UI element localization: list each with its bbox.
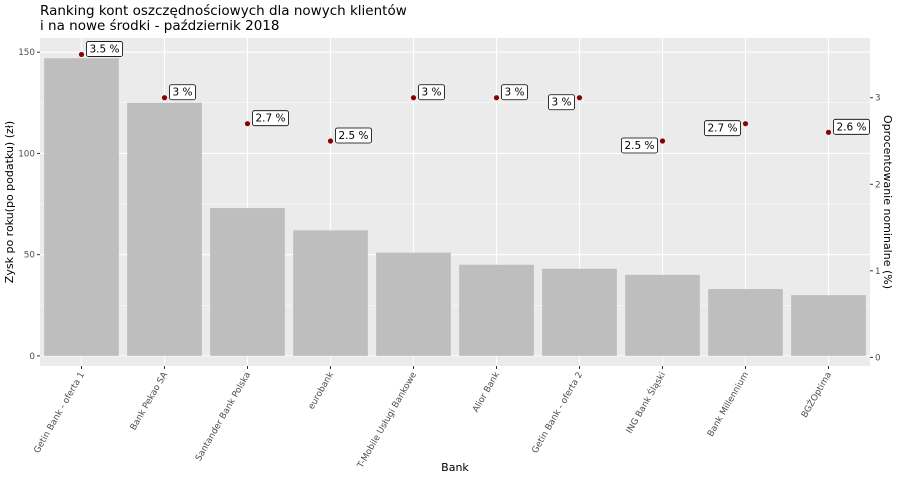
point-label: 3 % (501, 84, 528, 101)
point-label-box (335, 127, 372, 144)
point-label-text: 2.5 % (339, 130, 369, 142)
point-label: 3 % (418, 84, 445, 101)
y2-tick-label: 0 (875, 353, 881, 363)
bar (791, 295, 866, 356)
point-labels: 3.5 % 3 % 2.7 % 2.5 % 3 % 3 % 3 % 2.5 % 2.7 % 2.6… (86, 41, 870, 154)
point-label-text: 2.7 % (707, 123, 737, 135)
point-label-box (169, 84, 196, 101)
point (244, 121, 251, 127)
point (742, 121, 749, 127)
point-label: 2.5 % (621, 137, 658, 154)
point-label-box (501, 84, 528, 101)
y-tick-label: 150 (18, 48, 35, 58)
bars (44, 58, 866, 356)
point-label-text: 3.5 % (90, 43, 120, 55)
point-label: 3.5 % (86, 41, 123, 57)
bar (44, 58, 119, 356)
bar (459, 264, 534, 356)
point-label: 2.5 % (335, 127, 372, 144)
point-label: 2.6 % (833, 118, 870, 135)
point (161, 95, 168, 101)
y-axis: 0 50 100 150 (18, 48, 40, 362)
x-tick-label: BGŻOptima (799, 370, 834, 420)
point (493, 95, 500, 101)
point-label-box (704, 120, 741, 137)
y-axis-title: Zysk po roku(po podatku) (zł) (3, 121, 16, 283)
bar (127, 102, 202, 356)
point (576, 95, 583, 101)
chart-title: Ranking kont oszczędnościowych dla nowyc… (40, 3, 407, 34)
point-label-box (833, 118, 870, 135)
x-tick-label: Alior Bank (471, 370, 503, 415)
x-tick-label: Bank Millennium (706, 371, 751, 439)
bar (376, 252, 451, 356)
point (825, 129, 832, 135)
bar (625, 274, 700, 356)
x-axis: Getin Bank - oferta 1 Bank Pekao SA Santan… (32, 366, 834, 471)
x-tick-label: Getin Bank - oferta 1 (32, 371, 87, 456)
y-tick-label: 50 (24, 251, 36, 261)
y2-axis: 0 1 2 3 (870, 94, 881, 363)
x-tick-label: T-Mobile Usługi Bankowe (355, 371, 419, 471)
chart-title-line-1: Ranking kont oszczędnościowych dla nowyc… (40, 3, 407, 19)
point-label-text: 2.5 % (624, 140, 654, 152)
point-label-box (621, 137, 658, 154)
y-tick-label: 100 (18, 149, 35, 159)
y-tick-label: 0 (29, 352, 35, 362)
x-tick-label: Santander Bank Polska (194, 371, 253, 463)
x-tick-label: eurobank (307, 370, 337, 412)
point-label: 2.7 % (704, 120, 741, 137)
point-label-text: 2.7 % (256, 113, 286, 125)
point-label-box (86, 41, 123, 57)
point-label-text: 3 % (422, 87, 442, 99)
point-label: 3 % (169, 84, 196, 101)
bar (210, 208, 285, 356)
point (410, 95, 417, 101)
point-label-box (252, 110, 289, 127)
x-tick-label: Bank Pekao SA (129, 371, 170, 433)
points (78, 51, 832, 144)
point (659, 138, 666, 144)
chart-title-line-2: i na nowe środki - październik 2018 (40, 18, 279, 34)
x-axis-title: Bank (441, 461, 469, 474)
x-tick-label: Getin Bank - oferta 2 (530, 371, 585, 456)
point-label-text: 3 % (505, 87, 525, 99)
point (78, 51, 85, 58)
point-label: 3 % (548, 94, 575, 111)
point-label: 2.7 % (252, 110, 289, 127)
y2-tick-label: 3 (875, 94, 881, 104)
point-label-box (548, 94, 575, 111)
y2-tick-label: 2 (875, 180, 881, 190)
point (327, 138, 334, 144)
bar (293, 230, 368, 356)
bar (542, 268, 617, 356)
point-label-text: 3 % (552, 97, 572, 109)
x-tick-label: ING Bank Śląski (623, 370, 668, 436)
y2-tick-label: 1 (875, 267, 881, 277)
point-label-text: 3 % (173, 87, 193, 99)
bar (708, 289, 783, 356)
point-label-box (418, 84, 445, 101)
point-label-text: 2.6 % (837, 121, 867, 133)
y2-axis-title: Oprocentowanie nominalne (%) (881, 115, 894, 289)
